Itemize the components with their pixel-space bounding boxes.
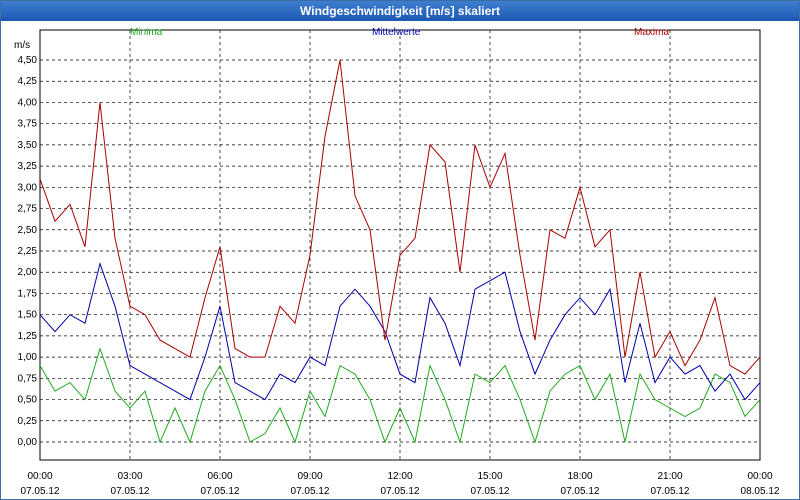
y-tick-label: 0,00	[18, 437, 38, 448]
y-tick-label: 1,00	[18, 352, 38, 363]
series-line-maxima	[39, 59, 761, 375]
y-axis-label: m/s	[14, 40, 30, 51]
series-line-mittelwerte	[39, 261, 761, 401]
y-tick-label: 4,00	[18, 97, 38, 108]
y-tick-label: 0,50	[18, 395, 38, 406]
x-axis-ticks: 00:00 07.05.12 03:00 07.05.12 06:00 07.05.12 0…	[21, 471, 780, 497]
x-tick-time: 18:00	[567, 471, 592, 482]
x-tick-date: 07.05.12	[651, 486, 690, 497]
y-tick-label: 2,00	[18, 267, 38, 278]
x-tick-date: 07.05.12	[471, 486, 510, 497]
x-tick-time: 21:00	[657, 471, 682, 482]
y-tick-label: 3,00	[18, 182, 38, 193]
x-tick-time: 09:00	[297, 471, 322, 482]
x-tick-date: 07.05.12	[21, 486, 60, 497]
x-tick-date: 08.05.12	[741, 486, 780, 497]
y-axis-ticks: 0,00 0,25 0,50 0,75 1,00 1,25 1,50 1,75 2,00 2,25…	[18, 55, 38, 448]
x-tick-date: 07.05.12	[381, 486, 420, 497]
y-tick-label: 3,75	[18, 119, 38, 130]
y-tick-label: 2,25	[18, 246, 38, 257]
y-tick-label: 0,75	[18, 373, 38, 384]
legend-mittelwerte: Mittelwerte	[372, 27, 421, 38]
x-tick-date: 07.05.12	[291, 486, 330, 497]
plot-area	[39, 29, 761, 461]
x-tick-time: 03:00	[117, 471, 142, 482]
y-tick-label: 1,75	[18, 288, 38, 299]
legend-maxima: Maxima	[634, 27, 669, 38]
x-tick-time: 12:00	[387, 471, 412, 482]
grid	[40, 30, 760, 460]
y-tick-label: 2,50	[18, 225, 38, 236]
legend-minima: Minima	[130, 27, 163, 38]
y-tick-label: 1,50	[18, 310, 38, 321]
window-title: Windgeschwindigkeit [m/s] skaliert	[1, 1, 799, 21]
series-group	[39, 59, 761, 444]
y-tick-label: 4,25	[18, 76, 38, 87]
y-tick-label: 0,25	[18, 416, 38, 427]
x-tick-time: 00:00	[27, 471, 52, 482]
x-tick-date: 07.05.12	[201, 486, 240, 497]
y-tick-label: 1,25	[18, 331, 38, 342]
y-tick-label: 4,50	[18, 55, 38, 66]
x-tick-date: 07.05.12	[561, 486, 600, 497]
y-tick-label: 2,75	[18, 204, 38, 215]
y-tick-label: 3,50	[18, 140, 38, 151]
y-tick-label: 3,25	[18, 161, 38, 172]
x-tick-time: 06:00	[207, 471, 232, 482]
x-tick-time: 15:00	[477, 471, 502, 482]
x-tick-time: 00:00	[747, 471, 772, 482]
series-line-minima	[39, 346, 761, 444]
x-tick-date: 07.05.12	[111, 486, 150, 497]
